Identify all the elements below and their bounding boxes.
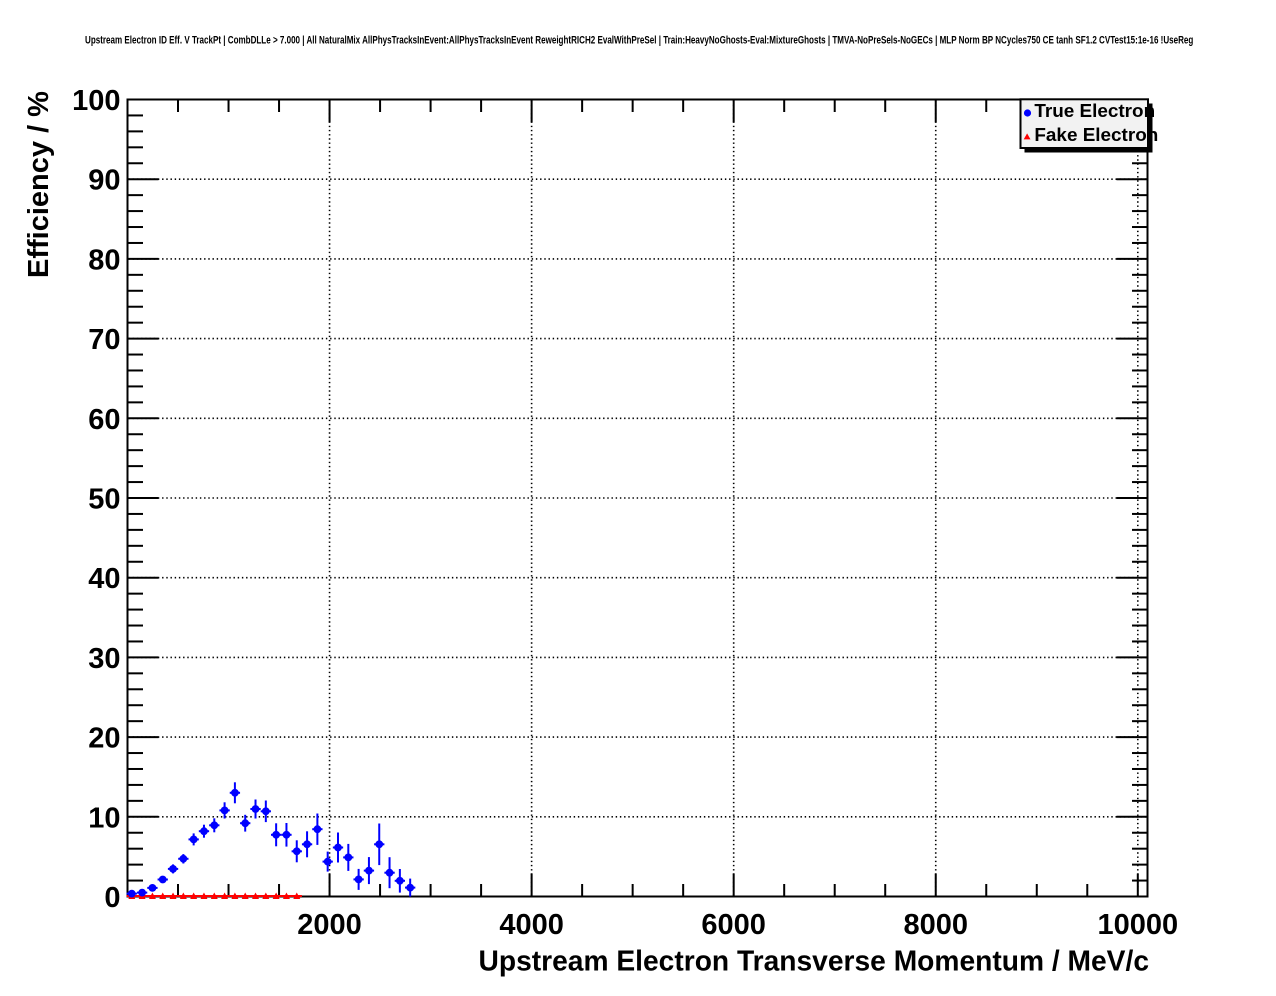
- svg-text:90: 90: [88, 165, 120, 197]
- svg-text:20: 20: [88, 723, 120, 755]
- svg-text:80: 80: [88, 244, 120, 276]
- svg-text:Efficiency / %: Efficiency / %: [23, 91, 55, 278]
- svg-text:Fake Electron: Fake Electron: [1034, 125, 1158, 146]
- svg-text:Upstream Electron Transverse M: Upstream Electron Transverse Momentum / …: [478, 945, 1149, 977]
- svg-text:70: 70: [88, 324, 120, 356]
- svg-text:Upstream Electron ID Eff. V Tr: Upstream Electron ID Eff. V TrackPt | Co…: [85, 34, 1193, 47]
- svg-text:30: 30: [88, 643, 120, 675]
- svg-text:0: 0: [104, 882, 120, 914]
- svg-text:60: 60: [88, 404, 120, 436]
- svg-text:6000: 6000: [701, 909, 766, 941]
- svg-text:10: 10: [88, 802, 120, 834]
- svg-text:10000: 10000: [1097, 909, 1178, 941]
- svg-text:50: 50: [88, 483, 120, 515]
- svg-text:2000: 2000: [297, 909, 362, 941]
- svg-text:100: 100: [72, 85, 120, 117]
- svg-text:8000: 8000: [903, 909, 968, 941]
- svg-text:4000: 4000: [499, 909, 564, 941]
- svg-text:True Electron: True Electron: [1034, 101, 1155, 122]
- svg-text:40: 40: [88, 563, 120, 595]
